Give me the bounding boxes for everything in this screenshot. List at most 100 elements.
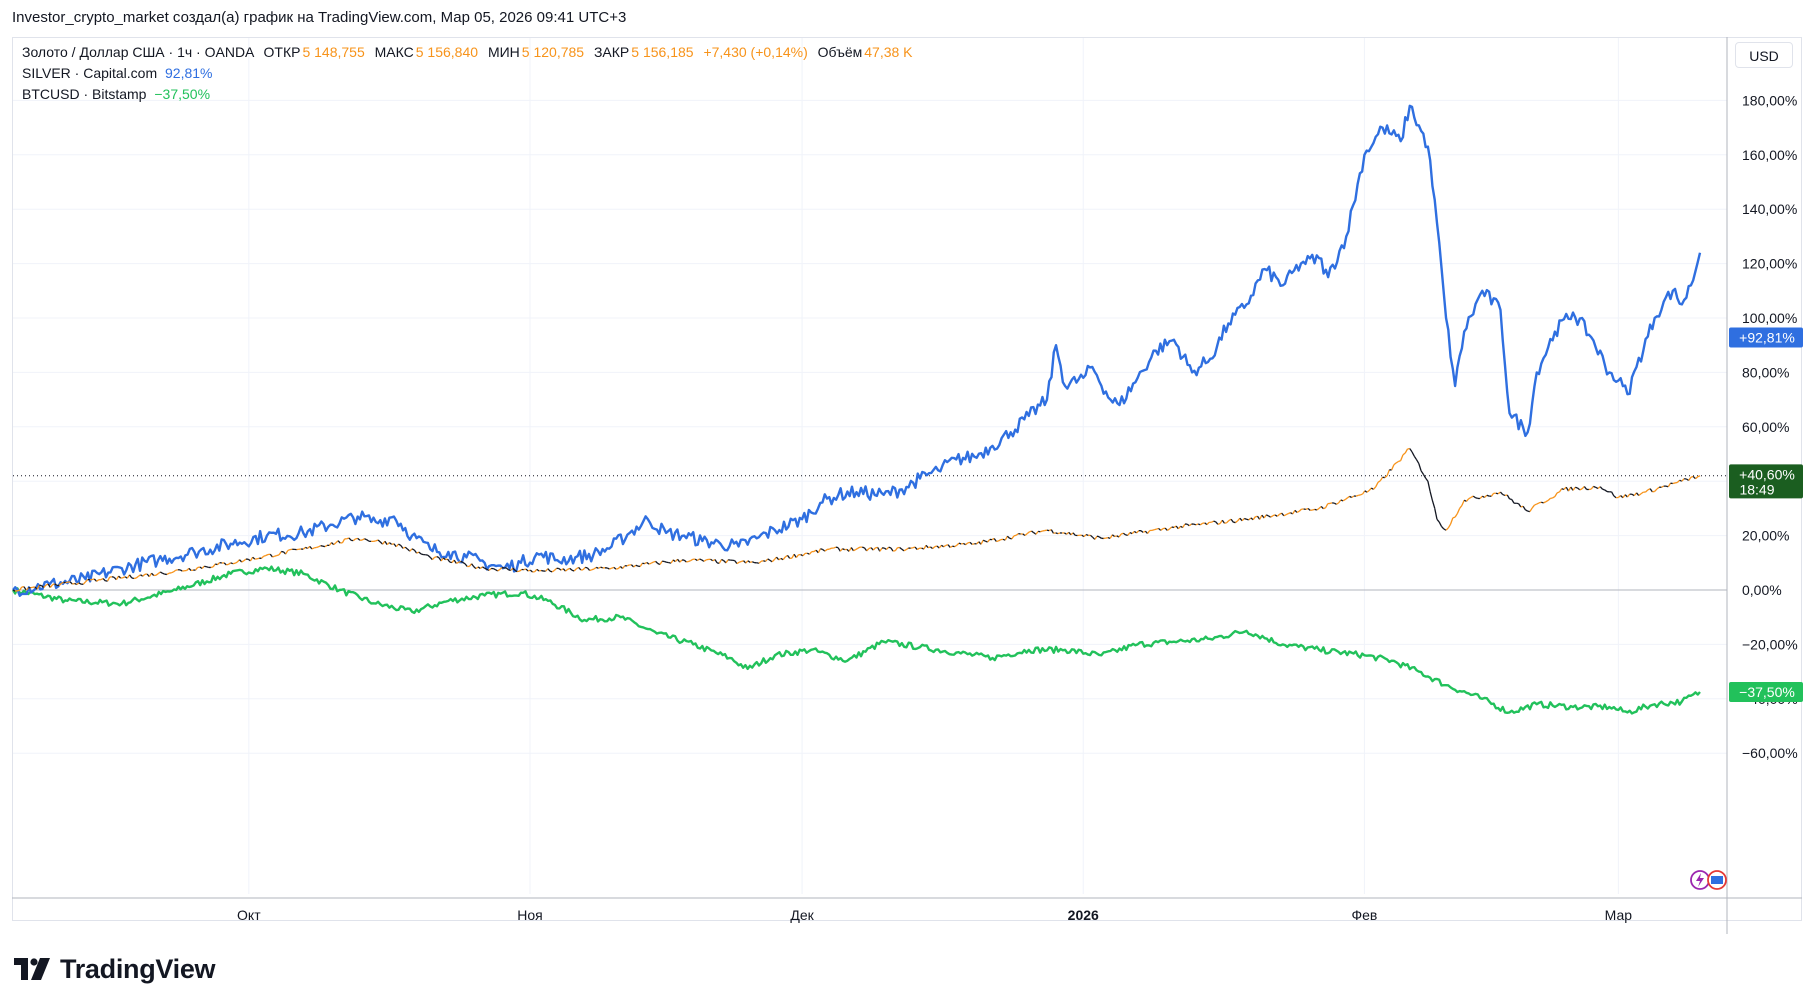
gold-segment [43,584,47,588]
gold-segment [1318,505,1322,509]
brand-name: TradingView [60,953,216,984]
gold-segment [916,547,920,551]
gold-segment [949,545,953,548]
gold-segment [1064,532,1067,535]
gold-segment [562,568,566,572]
gold-segment [1554,492,1558,497]
gold-segment [1470,495,1474,498]
gold-segment [1263,514,1267,519]
gold-segment [1595,486,1599,490]
gold-segment [495,569,499,572]
gold-segment [431,556,436,561]
legend-silver[interactable]: SILVER · Capital.com 92,81% [22,65,213,81]
btc-series-line[interactable] [11,565,1701,715]
gold-segment [576,566,579,570]
gold-segment [510,567,514,571]
legend-btc-symbol: BTCUSD · Bitstamp [22,86,147,102]
gold-segment [1364,490,1368,493]
gold-segment [1131,530,1135,535]
gold-segment [938,544,942,549]
gold-segment [1173,525,1177,528]
gold-segment [688,559,692,563]
gold-segment [1482,495,1485,499]
gold-segment [690,558,694,562]
gold-segment [598,566,601,569]
gold-segment [914,546,918,550]
gold-segment [1316,507,1320,511]
flash-icon[interactable] [1690,870,1710,890]
gold-segment [377,539,381,543]
gold-segment [228,562,232,565]
legend-high-value: 5 156,840 [415,44,479,60]
gold-segment [591,568,595,571]
gold-segment [1692,475,1696,480]
gold-segment [1022,533,1026,537]
gold-segment [1156,527,1159,530]
gold-segment [1416,459,1420,464]
gold-segment [514,569,518,573]
gold-segment [879,547,883,552]
gold-segment [45,583,49,586]
gold-segment [1509,498,1512,501]
currency-button[interactable]: USD [1735,42,1793,68]
silver-series-line[interactable] [12,104,1702,597]
gold-segment [1009,537,1012,540]
gold-segment [905,547,909,551]
gold-segment [462,561,466,565]
gold-segment [1649,488,1653,493]
gold-segment [402,546,406,549]
legend-close-value: 5 156,185 [631,44,694,60]
gold-segment [1125,534,1128,537]
gold-segment [129,574,133,579]
gold-segment [558,568,562,571]
gold-segment [1098,536,1102,539]
gold-segment [395,543,399,548]
gold-segment [1246,518,1249,521]
gold-segment [912,546,916,549]
gold-segment [1452,516,1456,519]
gold-segment [699,558,703,561]
gold-segment [352,538,356,542]
gold-segment [157,571,161,575]
gold-segment [534,568,538,573]
gold-segment [263,554,267,557]
price-badges: +92,81% +40,60%18:49 −37,50% [1690,327,1803,890]
gold-segment [1438,521,1443,527]
y-tick-label: 160,00% [1742,147,1797,163]
gold-segment [1288,512,1291,515]
gold-segment [479,566,483,569]
legend-close-label: ЗАКР [593,44,630,60]
gold-series[interactable] [12,447,1701,592]
gold-segment [1522,505,1526,511]
gold-segment [578,566,582,571]
gold-segment [672,559,676,563]
gold-segment [179,569,183,572]
gold-segment [1235,520,1239,524]
gold-segment [100,577,104,581]
gold-segment [615,567,619,570]
gold-segment [1270,515,1274,518]
gold-segment [547,568,551,572]
gold-segment [464,563,468,567]
legend-btc[interactable]: BTCUSD · Bitstamp −37,50% [22,86,210,102]
gold-segment [1142,530,1146,533]
gold-segment [646,561,650,565]
gold-segment [287,549,291,552]
gold-segment [1107,537,1111,540]
gold-segment [1679,479,1683,482]
news-icon[interactable] [1707,870,1727,890]
gold-segment [786,555,791,559]
gold-segment [1661,485,1665,488]
legend-gold[interactable]: Золото / Доллар США · 1ч · OANDA ОТКР 5 1… [22,44,913,60]
gold-segment [131,577,135,580]
x-tick-label: 2026 [1068,907,1099,923]
gold-segment [1147,530,1151,534]
gold-segment [1305,507,1309,510]
gold-segment [278,551,282,556]
gold-segment [416,551,420,554]
gold-segment [215,563,218,566]
gold-segment [553,567,558,571]
gold-segment [694,558,698,562]
y-tick-label: 80,00% [1742,364,1789,380]
